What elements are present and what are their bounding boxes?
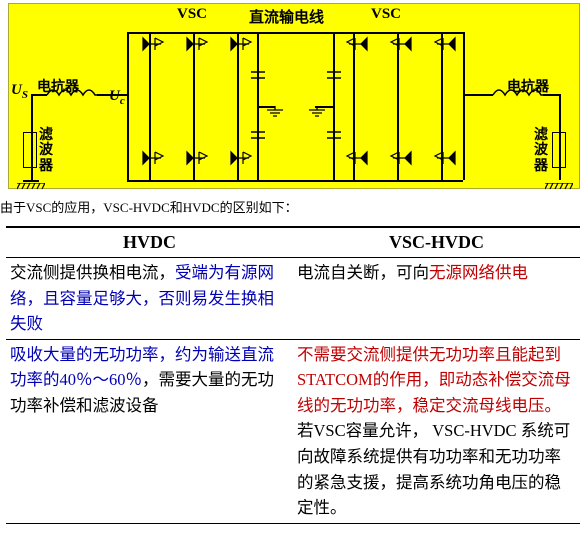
table-row: 交流侧提供换相电流，受端为有源网络，且容量足够大，否则易发生换相失败电流自关断，… [6, 258, 580, 340]
reactor-right-icon [493, 88, 543, 102]
filter-right-icon [552, 132, 566, 168]
dc-cap-left-top [249, 64, 267, 86]
ground-right-icon [545, 180, 573, 188]
col-hvdc: HVDC [6, 227, 293, 258]
col-vschvdc: VSC-HVDC [293, 227, 580, 258]
dc-line-label: 直流输电线 [249, 6, 324, 27]
filter-left-label: 滤波器 [39, 128, 55, 174]
ground-mid-left [267, 106, 287, 118]
vsc-left-switches [129, 28, 261, 186]
table-cell: 交流侧提供换相电流，受端为有源网络，且容量足够大，否则易发生换相失败 [6, 258, 293, 340]
ground-left-icon [17, 180, 45, 188]
ground-mid-right [305, 106, 325, 118]
table-cell: 电流自关断，可向无源网络供电 [293, 258, 580, 340]
vsc-right-label: VSC [371, 6, 401, 23]
dc-cap-left-bot [249, 124, 267, 146]
circuit-diagram: VSC 直流输电线 VSC US 电抗器 Uc 电抗器 滤波器 滤波器 [8, 3, 580, 189]
table-cell: 吸收大量的无功功率，约为输送直流功率的40％～60％，需要大量的无功功率补偿和滤… [6, 339, 293, 523]
vsc-left-label: VSC [177, 6, 207, 23]
table-row: 吸收大量的无功功率，约为输送直流功率的40％～60％，需要大量的无功功率补偿和滤… [6, 339, 580, 523]
uc-label: Uc [109, 88, 125, 107]
table-header-row: HVDC VSC-HVDC [6, 227, 580, 258]
comparison-table: HVDC VSC-HVDC 交流侧提供换相电流，受端为有源网络，且容量足够大，否… [6, 226, 580, 524]
us-label: US [11, 82, 28, 101]
vsc-right-switches [329, 28, 461, 186]
filter-right-label: 滤波器 [534, 128, 550, 174]
filter-left-icon [23, 132, 37, 168]
reactor-left-icon [47, 88, 97, 102]
intro-text: 由于VSC的应用，VSC-HVDC和HVDC的区别如下： [0, 197, 588, 222]
table-cell: 不需要交流侧提供无功功率且能起到STATCOM的作用，即动态补偿交流母线的无功功… [293, 339, 580, 523]
